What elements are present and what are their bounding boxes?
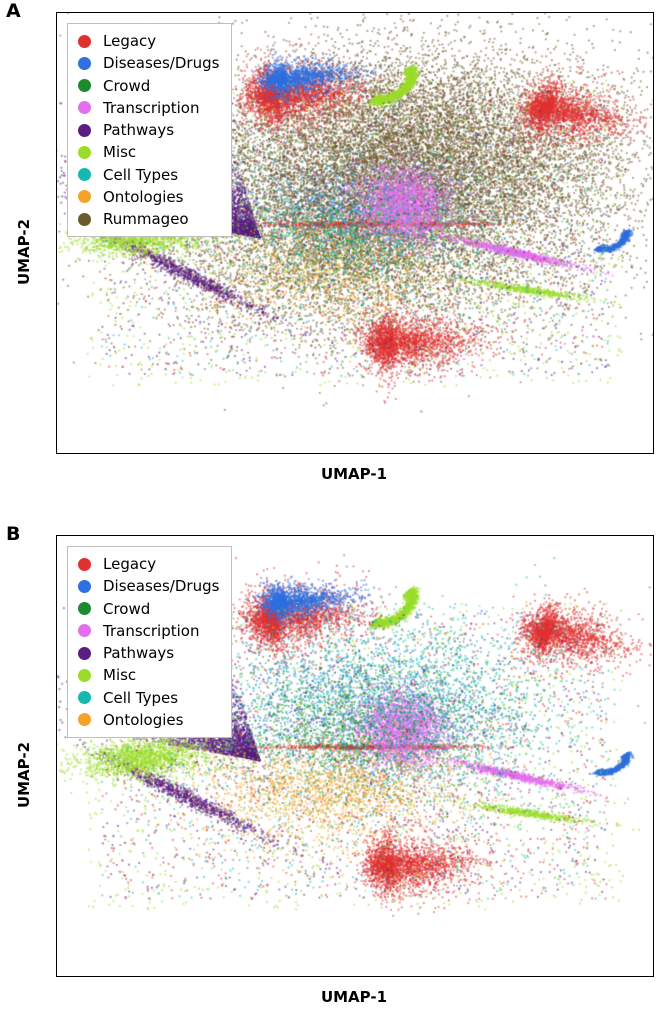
legend-label: Misc bbox=[103, 665, 136, 685]
legend-item: Legacy bbox=[78, 553, 219, 575]
legend-dot-icon bbox=[78, 57, 91, 70]
legend-label: Pathways bbox=[103, 120, 174, 140]
legend-label: Pathways bbox=[103, 643, 174, 663]
legend-item: Misc bbox=[78, 664, 219, 686]
legend-label: Ontologies bbox=[103, 710, 183, 730]
legend-label: Rummageo bbox=[103, 209, 189, 229]
legend-label: Diseases/Drugs bbox=[103, 53, 219, 73]
legend-item: Cell Types bbox=[78, 164, 219, 186]
legend-dot-icon bbox=[78, 168, 91, 181]
legend-dot-icon bbox=[78, 669, 91, 682]
legend-dot-icon bbox=[78, 213, 91, 226]
legend-dot-icon bbox=[78, 691, 91, 704]
legend-item: Pathways bbox=[78, 119, 219, 141]
legend-label: Crowd bbox=[103, 76, 150, 96]
figure: A UMAP-2 LegacyDiseases/DrugsCrowdTransc… bbox=[0, 0, 663, 1026]
panel-a-label: A bbox=[6, 0, 21, 22]
legend-dot-icon bbox=[78, 602, 91, 615]
legend-item: Ontologies bbox=[78, 709, 219, 731]
legend-label: Cell Types bbox=[103, 165, 178, 185]
legend-dot-icon bbox=[78, 713, 91, 726]
legend-dot-icon bbox=[78, 35, 91, 48]
panel-b-label: B bbox=[6, 523, 20, 545]
panel-b-xlabel: UMAP-1 bbox=[56, 988, 652, 1006]
legend-label: Legacy bbox=[103, 31, 156, 51]
legend-item: Crowd bbox=[78, 598, 219, 620]
legend-dot-icon bbox=[78, 101, 91, 114]
panel-a-plot: LegacyDiseases/Drugs CrowdTranscriptionPa… bbox=[56, 12, 654, 454]
legend-item: Ontologies bbox=[78, 186, 219, 208]
panel-a-xlabel: UMAP-1 bbox=[56, 465, 652, 483]
legend-label: Crowd bbox=[103, 599, 150, 619]
legend-dot-icon bbox=[78, 624, 91, 637]
panel-b-legend: LegacyDiseases/Drugs CrowdTranscriptionPa… bbox=[67, 546, 232, 738]
legend-item: Transcription bbox=[78, 97, 219, 119]
legend-item: Diseases/Drugs bbox=[78, 575, 219, 597]
legend-dot-icon bbox=[78, 647, 91, 660]
legend-dot-icon bbox=[78, 580, 91, 593]
panel-b-plot: LegacyDiseases/Drugs CrowdTranscriptionPa… bbox=[56, 535, 654, 977]
panel-a-legend: LegacyDiseases/Drugs CrowdTranscriptionPa… bbox=[67, 23, 232, 237]
panel-a-ylabel: UMAP-2 bbox=[15, 218, 33, 284]
legend-item: Diseases/Drugs bbox=[78, 52, 219, 74]
legend-dot-icon bbox=[78, 79, 91, 92]
legend-item: Cell Types bbox=[78, 687, 219, 709]
legend-label: Legacy bbox=[103, 554, 156, 574]
legend-label: Misc bbox=[103, 142, 136, 162]
legend-item: Misc bbox=[78, 141, 219, 163]
legend-item: Crowd bbox=[78, 75, 219, 97]
panel-b: B UMAP-2 LegacyDiseases/Drugs CrowdTransc… bbox=[0, 523, 663, 1026]
legend-dot-icon bbox=[78, 558, 91, 571]
legend-label: Cell Types bbox=[103, 688, 178, 708]
legend-item: Transcription bbox=[78, 620, 219, 642]
legend-label: Diseases/Drugs bbox=[103, 576, 219, 596]
legend-item: Rummageo bbox=[78, 208, 219, 230]
legend-item: Legacy bbox=[78, 30, 219, 52]
legend-label: Transcription bbox=[103, 98, 199, 118]
legend-label: Ontologies bbox=[103, 187, 183, 207]
legend-dot-icon bbox=[78, 190, 91, 203]
legend-item: Pathways bbox=[78, 642, 219, 664]
legend-dot-icon bbox=[78, 146, 91, 159]
panel-a: A UMAP-2 LegacyDiseases/Drugs CrowdTransc… bbox=[0, 0, 663, 503]
legend-dot-icon bbox=[78, 124, 91, 137]
legend-label: Transcription bbox=[103, 621, 199, 641]
panel-b-ylabel: UMAP-2 bbox=[15, 741, 33, 807]
